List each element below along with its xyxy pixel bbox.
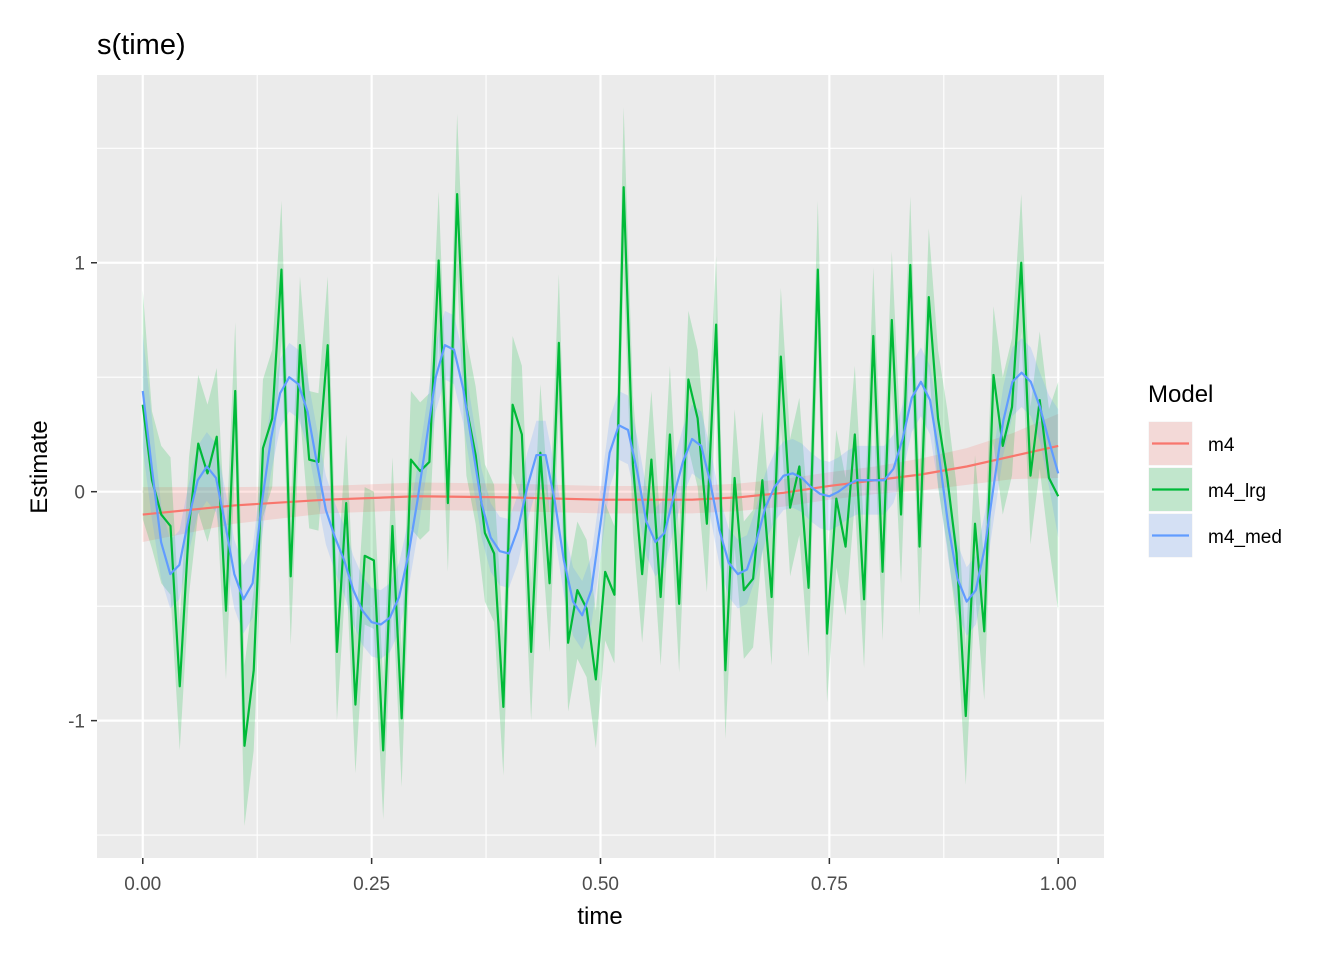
lines [141,186,1060,752]
legend-title: Model [1148,381,1213,408]
x-axis: 0.00 0.25 0.50 0.75 1.00 [124,858,1077,895]
y-axis-title: Estimate [26,420,53,513]
ribbon-m4_lrg [142,107,1059,826]
y-axis: -1 0 1 [68,254,97,733]
legend: Model m4 m4_lrg m4_med [1147,381,1282,559]
ribbon-m4 [142,413,1059,543]
legend-label-m4_lrg: m4_lrg [1208,481,1266,502]
line-m4_med [141,344,1060,626]
line-m4 [142,444,1059,516]
x-tick-label: 0.25 [353,874,390,895]
y-tick-label: 1 [74,254,85,275]
y-tick-label: 0 [74,483,85,504]
x-tick-label: 0.50 [582,874,619,895]
x-axis-title: time [577,903,622,930]
x-tick-label: 0.75 [811,874,848,895]
x-tick-label: 0.00 [124,874,161,895]
line-m4_lrg [141,186,1060,752]
chart-title: s(time) [97,29,186,61]
grid-major [97,75,1104,858]
ribbons [142,107,1059,826]
ribbon-m4_med [142,310,1059,659]
legend-label-m4: m4 [1208,435,1235,456]
y-tick-label: -1 [68,712,85,733]
legend-label-m4_med: m4_med [1208,527,1282,548]
x-tick-label: 1.00 [1040,874,1077,895]
